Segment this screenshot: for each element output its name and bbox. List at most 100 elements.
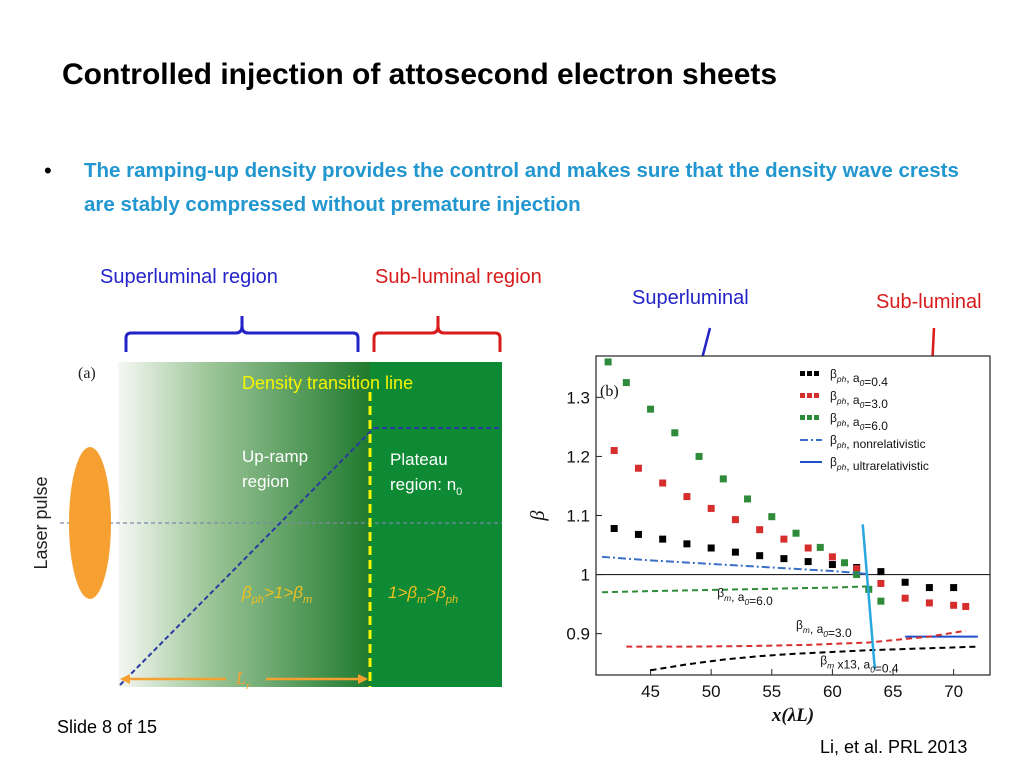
figure-b-panel-label: (b) xyxy=(600,383,619,400)
series-2-point-8 xyxy=(792,529,800,537)
x-tick-label-0: 45 xyxy=(641,682,660,701)
series-1-point-13 xyxy=(925,599,933,607)
series-1-point-2 xyxy=(659,479,667,487)
series-6-line xyxy=(626,629,966,648)
upramp-region xyxy=(118,362,370,687)
legend-marker-0-1 xyxy=(807,371,812,376)
legend-entry-0: βph, a0=0.4 xyxy=(830,367,888,389)
x-axis-label: x(λL) xyxy=(771,705,814,726)
series-0-point-1 xyxy=(634,530,642,538)
subluminal-brace xyxy=(372,316,502,352)
label-subluminal: Sub-luminal xyxy=(876,291,982,313)
plateau-label-line2: region: n0 xyxy=(390,475,462,498)
annotation-0: βm, a0=6.0 xyxy=(717,586,773,608)
transition-label: Density transition line xyxy=(242,373,413,393)
series-2-point-3 xyxy=(671,429,679,437)
y-tick-label-1: 1 xyxy=(581,566,590,585)
series-2-point-0 xyxy=(604,358,612,366)
x-tick-label-3: 60 xyxy=(823,682,842,701)
upramp-label-line1: Up-ramp xyxy=(242,447,308,466)
series-2-point-1 xyxy=(622,379,630,387)
series-1-point-8 xyxy=(804,544,812,552)
series-1-point-0 xyxy=(610,447,618,455)
series-0-point-14 xyxy=(950,584,958,592)
series-1-point-6 xyxy=(756,526,764,534)
density-ramp-line xyxy=(119,427,375,686)
x-tick-label-2: 55 xyxy=(762,682,781,701)
series-1-point-14 xyxy=(950,601,958,609)
y-tick-label-4: 1.3 xyxy=(566,388,590,407)
y-tick-label-3: 1.2 xyxy=(566,447,590,466)
series-2-point-10 xyxy=(841,559,849,567)
series-0-point-7 xyxy=(780,555,788,563)
slide-title: Controlled injection of attosecond elect… xyxy=(62,58,778,91)
series-0-point-12 xyxy=(901,578,909,586)
series-0-point-9 xyxy=(828,561,836,569)
label-superluminal: Superluminal xyxy=(632,287,749,309)
label-subluminal-region: Sub-luminal region xyxy=(375,266,542,288)
series-1-point-7 xyxy=(780,535,788,543)
condition-plateau: 1>βm>βph xyxy=(388,583,458,606)
series-0-point-4 xyxy=(707,544,715,552)
series-0-point-6 xyxy=(756,552,764,560)
legend-marker-0-2 xyxy=(814,371,819,376)
series-2-point-9 xyxy=(816,543,824,551)
annotation-1: βm, a0=3.0 xyxy=(796,618,852,640)
superluminal-brace xyxy=(124,316,360,352)
length-label: Lr xyxy=(235,668,251,692)
series-1-point-1 xyxy=(634,464,642,472)
y-axis-label: β xyxy=(527,510,549,521)
series-0-point-0 xyxy=(610,524,618,532)
legend-marker-2-1 xyxy=(807,415,812,420)
series-7-line xyxy=(650,645,978,672)
series-0-point-5 xyxy=(731,548,739,556)
length-arrowhead-left xyxy=(120,674,130,684)
series-2-point-2 xyxy=(647,405,655,413)
legend-marker-2-2 xyxy=(814,415,819,420)
plateau-region xyxy=(370,362,502,687)
series-2-point-4 xyxy=(695,452,703,460)
series-5-line xyxy=(602,585,869,594)
laser-pulse-label: Laser pulse xyxy=(31,476,51,569)
series-1-point-12 xyxy=(901,594,909,602)
legend-marker-1-2 xyxy=(814,393,819,398)
series-1-point-10 xyxy=(853,565,861,573)
label-superluminal-region: Superluminal region xyxy=(100,266,278,288)
legend-entry-2: βph, a0=6.0 xyxy=(830,411,888,433)
length-arrowhead-right xyxy=(358,674,368,684)
figure-a-panel-label: (a) xyxy=(78,365,96,382)
legend-marker-0-0 xyxy=(800,371,805,376)
series-2-point-11 xyxy=(853,571,861,579)
legend-marker-1-0 xyxy=(800,393,805,398)
series-2-point-7 xyxy=(768,513,776,521)
citation: Li, et al. PRL 2013 xyxy=(820,737,968,757)
series-2-point-6 xyxy=(744,495,752,503)
y-tick-label-2: 1.1 xyxy=(566,507,590,526)
series-1-point-3 xyxy=(683,493,691,501)
slide-number: Slide 8 of 15 xyxy=(57,717,158,737)
series-1-point-15 xyxy=(962,602,970,610)
legend-entry-4: βph, ultrarelativistic xyxy=(830,455,929,473)
series-2-point-13 xyxy=(877,597,885,605)
y-tick-label-0: 0.9 xyxy=(566,625,590,644)
laser-pulse-shape xyxy=(69,447,111,599)
plateau-label-line1: Plateau xyxy=(390,450,448,469)
legend-marker-1-1 xyxy=(807,393,812,398)
bullet-marker: • xyxy=(44,158,52,183)
upramp-label-line2: region xyxy=(242,472,289,491)
series-1-point-11 xyxy=(877,579,885,587)
series-1-point-5 xyxy=(731,516,739,524)
series-3-line xyxy=(601,555,869,575)
annotation-2: βm x13, a0=0.4 xyxy=(820,653,899,675)
series-0-point-8 xyxy=(804,558,812,566)
x-tick-label-1: 50 xyxy=(702,682,721,701)
legend-entry-1: βph, a0=3.0 xyxy=(830,389,888,411)
series-1-point-4 xyxy=(707,504,715,512)
series-0-point-13 xyxy=(925,584,933,592)
condition-upramp: βph>1>βm xyxy=(241,583,312,606)
series-2-point-5 xyxy=(719,475,727,483)
x-tick-label-4: 65 xyxy=(884,682,903,701)
legend-entry-3: βph, nonrelativistic xyxy=(830,433,926,451)
chart-frame xyxy=(595,355,991,676)
